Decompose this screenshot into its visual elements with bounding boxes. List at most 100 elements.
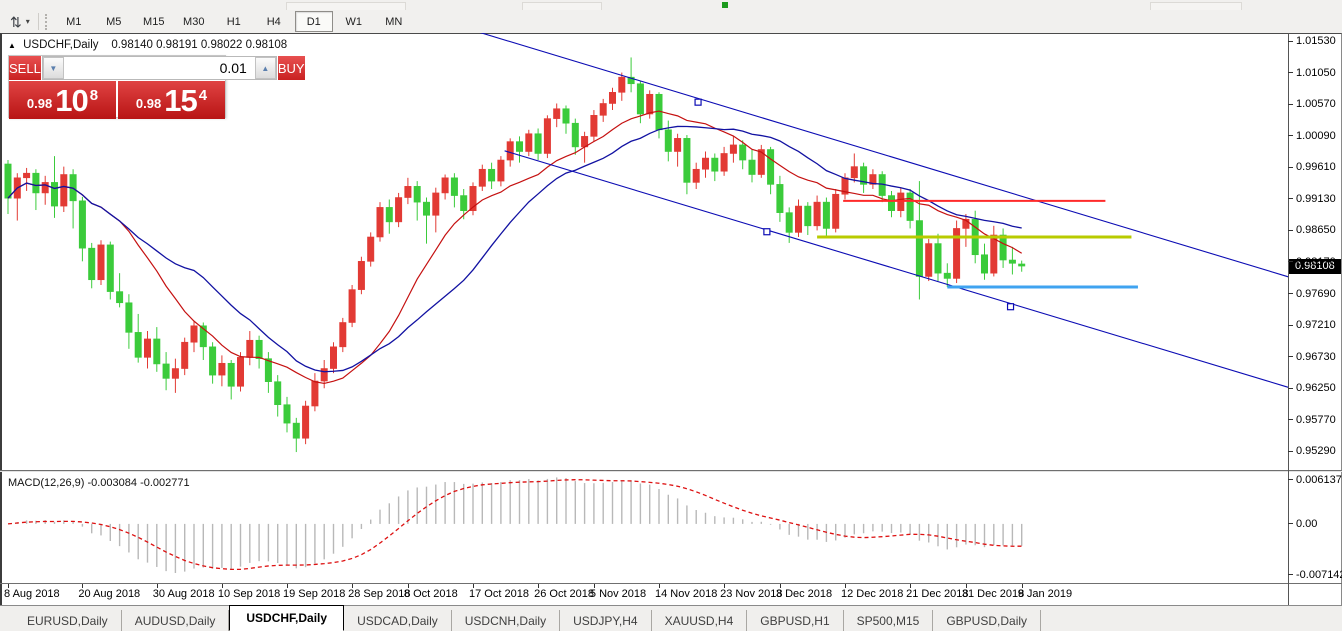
time-axis-tick — [1021, 584, 1023, 588]
macd-indicator-canvas[interactable] — [0, 472, 1288, 583]
toolbar-grip[interactable] — [44, 13, 50, 30]
time-axis-tick — [910, 584, 912, 588]
macd-axis-label: 0.00 — [1296, 517, 1318, 530]
chart-tab-gbpusd-daily[interactable]: GBPUSD,Daily — [933, 610, 1042, 631]
trend-channel-upper-line[interactable] — [478, 33, 1288, 278]
candle — [469, 182, 477, 216]
candle — [190, 320, 198, 353]
candle — [953, 220, 961, 284]
buy-price-sup: 4 — [198, 87, 208, 104]
chart-tab-eurusd-daily[interactable]: EURUSD,Daily — [14, 610, 122, 631]
candle — [60, 166, 68, 213]
candle — [106, 241, 114, 300]
candle — [395, 192, 403, 228]
trend-channel-lower-line[interactable] — [504, 150, 1288, 388]
candle — [283, 396, 291, 433]
candle — [367, 232, 375, 267]
price-axis-tick — [1288, 103, 1293, 105]
price-axis-tick — [1288, 72, 1293, 74]
up-triangle-icon[interactable]: ▲ — [8, 41, 16, 50]
price-axis-tick — [1288, 293, 1293, 295]
chart-tabs-bar: EURUSD,Daily AUDUSD,Daily USDCHF,Daily USDC… — [0, 605, 1342, 631]
chart-tab-usdcnh-daily[interactable]: USDCNH,Daily — [452, 610, 561, 631]
chart-tab-gbpusd-h1[interactable]: GBPUSD,H1 — [747, 610, 844, 631]
candle — [292, 417, 300, 453]
timeframe-m15[interactable]: M15 — [143, 15, 165, 28]
timeframe-mn[interactable]: MN — [385, 15, 403, 28]
candle — [776, 175, 784, 222]
time-axis-label: 21 Dec 2018 — [906, 588, 969, 600]
chart-tab-xauusd-h4[interactable]: XAUUSD,H4 — [652, 610, 748, 631]
candle — [237, 352, 245, 392]
buy-price-tile[interactable]: 0.98 15 4 — [118, 81, 225, 119]
volume-decrease-button[interactable]: ▼ — [42, 57, 64, 79]
candle — [385, 199, 393, 234]
time-axis-label: 8 Oct 2018 — [403, 588, 458, 600]
candle — [413, 181, 421, 221]
chevron-down-icon[interactable]: ▾ — [25, 17, 30, 26]
price-axis-label: 0.99610 — [1296, 161, 1336, 174]
time-axis-label: 30 Aug 2018 — [152, 588, 215, 600]
candle — [153, 327, 161, 372]
candle — [88, 242, 96, 289]
trendline-handle[interactable] — [694, 98, 702, 106]
candle — [1008, 246, 1016, 275]
timeframe-w1[interactable]: W1 — [345, 15, 363, 28]
candle — [618, 72, 626, 101]
trendline-handle[interactable] — [1006, 303, 1015, 311]
time-axis-label: 10 Sep 2018 — [217, 588, 281, 600]
price-axis-label: 1.00570 — [1296, 98, 1336, 111]
time-axis-tick — [473, 584, 474, 588]
candle — [478, 164, 486, 191]
price-axis-tick — [1288, 166, 1293, 168]
timeframe-h1[interactable]: H1 — [226, 15, 241, 28]
candle — [608, 87, 616, 111]
toolbar-partial-segment — [522, 2, 602, 11]
candle — [311, 373, 319, 412]
candle — [432, 187, 440, 233]
candle — [218, 355, 226, 387]
volume-control: ▼ ▲ — [41, 56, 277, 80]
time-axis-tick — [538, 584, 540, 588]
candle — [404, 177, 412, 205]
sell-price-tile[interactable]: 0.98 10 8 — [9, 81, 116, 119]
trendline-handle[interactable] — [763, 228, 771, 236]
volume-increase-button[interactable]: ▲ — [254, 57, 276, 79]
time-axis-tick — [779, 584, 781, 588]
macd-axis-label: 0.006137 — [1296, 473, 1342, 486]
toolbar-partial-indicator — [722, 2, 728, 8]
price-chart-canvas[interactable] — [0, 33, 1288, 470]
time-axis-divider — [0, 583, 1342, 584]
current-price-tag: 0.98108 — [1289, 258, 1341, 274]
buy-button[interactable]: BUY — [277, 56, 305, 80]
macd-indicator-label: MACD(12,26,9) -0.003084 -0.002771 — [8, 477, 190, 489]
chart-tab-usdjpy-h4[interactable]: USDJPY,H4 — [560, 610, 652, 631]
chart-tab-sp500-m15[interactable]: SP500,M15 — [844, 610, 934, 631]
timeframe-m1[interactable]: M1 — [66, 15, 82, 28]
time-axis-tick — [156, 584, 158, 588]
timeframe-m5[interactable]: M5 — [106, 15, 122, 28]
timeframe-toolbar: ⇅ ▾ M1 M5 M15 M30 H1 H4 D1 W1 MN — [0, 10, 1342, 34]
timeframe-h4[interactable]: H4 — [266, 15, 281, 28]
timeframe-d1[interactable]: D1 — [294, 11, 333, 32]
chart-tab-usdcad-daily[interactable]: USDCAD,Daily — [344, 610, 452, 631]
price-axis-tick — [1288, 419, 1293, 421]
panel-divider[interactable] — [0, 470, 1342, 471]
candle — [906, 188, 914, 229]
candle — [441, 174, 449, 200]
chart-tab-audusd-daily[interactable]: AUDUSD,Daily — [122, 610, 230, 631]
candle — [757, 144, 765, 178]
time-axis-label: 9 Jan 2019 — [1017, 588, 1073, 600]
candle — [41, 175, 49, 205]
chart-tab-usdchf-daily[interactable]: USDCHF,Daily — [229, 605, 345, 631]
timeframe-m30[interactable]: M30 — [183, 15, 205, 28]
candle — [860, 162, 868, 193]
candle — [739, 140, 747, 170]
chart-orders-button[interactable]: ⇅ ▾ — [6, 12, 34, 31]
candle — [255, 335, 263, 369]
volume-input[interactable] — [63, 57, 255, 79]
candle — [655, 92, 663, 139]
sell-button[interactable]: SELL — [9, 56, 41, 80]
price-axis-tick — [1288, 40, 1293, 42]
candle — [515, 136, 523, 163]
